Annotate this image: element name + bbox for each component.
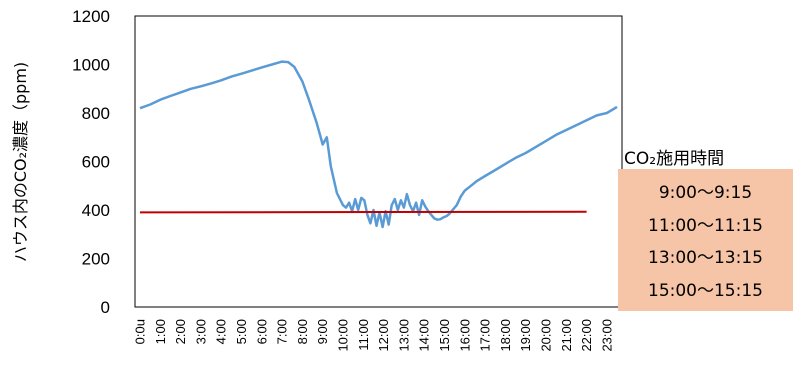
x-tick-label: 16:00 [457, 319, 472, 352]
x-tick-label: 21:00 [559, 319, 574, 352]
y-axis-label: ハウス内のCO₂濃度（ppm) [11, 62, 30, 262]
x-tick-label: 6:00 [254, 319, 269, 344]
x-tick-label: 14:00 [417, 319, 432, 352]
x-tick-label: 23:00 [599, 319, 614, 352]
annotation-line-1: 9:00〜9:15 [658, 183, 753, 203]
plot-area-frame [134, 15, 623, 308]
annotation-title: CO₂施用時間 [624, 149, 725, 169]
y-tick-label: 400 [82, 201, 110, 220]
y-tick-label: 0 [101, 298, 110, 317]
x-tick-label: 22:00 [579, 319, 594, 352]
x-tick-label: 8:00 [295, 319, 310, 344]
x-tick-label: 13:00 [396, 319, 411, 352]
x-tick-label: 0:0u [133, 319, 148, 344]
x-tick-label: 11:00 [356, 319, 371, 351]
annotation-line-3: 13:00〜13:15 [648, 248, 763, 268]
y-tick-label: 800 [82, 104, 110, 123]
annotation-line-2: 11:00〜11:15 [648, 215, 763, 236]
x-tick-label: 9:00 [315, 319, 330, 344]
reference-line [139, 210, 587, 214]
x-tick-label: 7:00 [275, 319, 290, 344]
y-tick-label: 200 [82, 250, 110, 269]
x-tick-label: 17:00 [478, 319, 493, 352]
annotation-box: 9:00〜9:15 11:00〜11:15 13:00〜13:15 15:00〜… [618, 169, 793, 311]
co2-concentration-line [139, 60, 618, 229]
x-tick-label: 18:00 [498, 319, 513, 352]
x-tick-label: 2:00 [173, 319, 188, 344]
y-tick-label: 600 [82, 153, 110, 172]
x-tick-label: 10:00 [336, 319, 351, 352]
annotation-line-4: 15:00〜15:15 [648, 280, 763, 301]
y-tick-label: 1000 [72, 56, 110, 75]
x-tick-label: 1:00 [153, 319, 168, 344]
y-tick-label: 1200 [72, 7, 110, 26]
x-tick-label: 12:00 [376, 319, 391, 352]
x-tick-label: 4:00 [214, 319, 229, 344]
x-tick-label: 3:00 [193, 319, 208, 344]
x-tick-label: 20:00 [539, 319, 554, 352]
x-tick-label: 19:00 [518, 319, 533, 352]
x-tick-label: 5:00 [234, 319, 249, 344]
x-tick-label: 15:00 [437, 319, 452, 352]
